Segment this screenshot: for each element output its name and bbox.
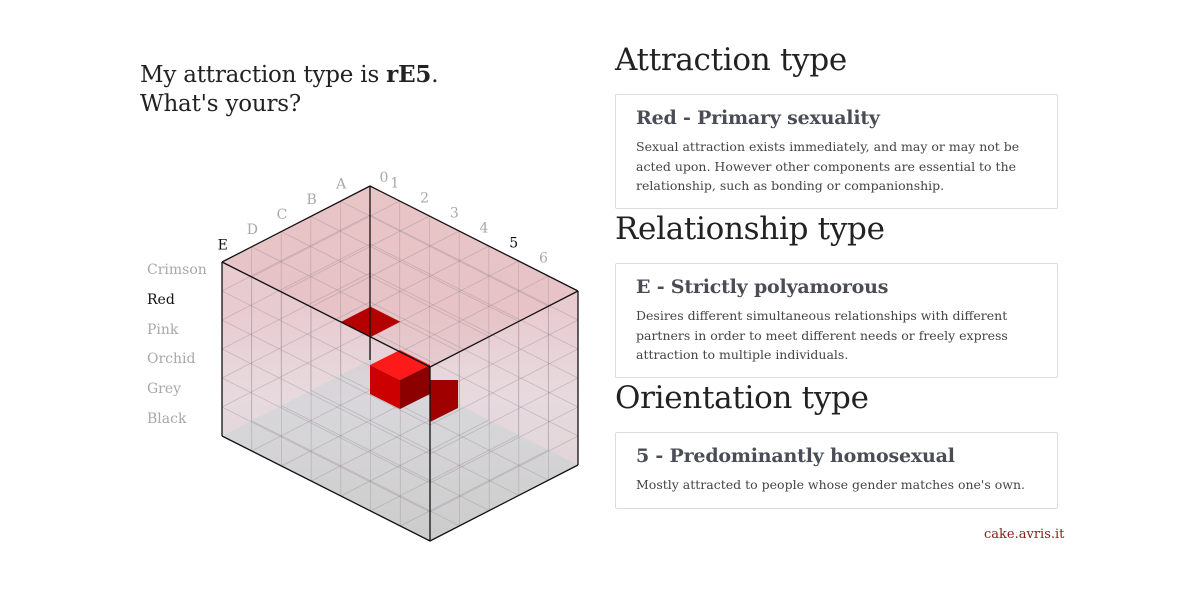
- grid-line: [340, 200, 549, 307]
- orientation-type-title: 5 - Predominantly homosexual: [636, 445, 955, 467]
- attraction-type-description: Sexual attraction exists immediately, an…: [636, 139, 1020, 193]
- selected-cell-left: [370, 365, 400, 409]
- grid-line: [340, 419, 490, 497]
- cube-top-face: [222, 186, 578, 367]
- grid-line: [281, 231, 490, 337]
- grid-line: [310, 216, 519, 322]
- cube-axis-labels: A B C D E 0 1 2 3 4 5 6: [218, 170, 548, 267]
- headline-line-1: My attraction type is rE5.: [140, 60, 439, 90]
- footer-link[interactable]: cake.avris.it: [984, 527, 1065, 542]
- relationship-type-title: E - Strictly polyamorous: [636, 276, 889, 298]
- number-label-5: 5: [509, 236, 518, 252]
- attraction-type-card: Red - Primary sexuality Sexual attractio…: [615, 94, 1058, 209]
- relationship-type-card: E - Strictly polyamorous Desires differe…: [615, 263, 1058, 378]
- letter-label-e: E: [218, 237, 228, 253]
- number-label-4: 4: [480, 221, 489, 237]
- grid-line: [400, 449, 549, 527]
- attraction-type-heading: Attraction type: [615, 42, 847, 78]
- letter-label-d: D: [247, 222, 258, 238]
- grid-line: [251, 420, 460, 527]
- number-label-2: 2: [420, 191, 429, 207]
- grid-line: [310, 230, 460, 308]
- grid-line: [400, 275, 549, 353]
- cube-back-left-wall: [222, 186, 370, 436]
- number-label-6: 6: [539, 251, 548, 267]
- relationship-type-description: Desires different simultaneous relations…: [636, 308, 1008, 362]
- color-label-pink: Pink: [147, 321, 179, 338]
- orientation-type-card: 5 - Predominantly homosexual Mostly attr…: [615, 432, 1058, 509]
- grid-line: [251, 200, 400, 278]
- letter-label-a: A: [335, 177, 347, 193]
- cube-diagram: A B C D E 0 1 2 3 4 5 6: [218, 170, 579, 542]
- headline-line-2: What's yours?: [140, 91, 302, 117]
- selection-right-shadow: [430, 380, 458, 422]
- grid-line: [370, 434, 519, 512]
- orientation-type-description: Mostly attracted to people whose gender …: [636, 477, 1026, 492]
- attraction-code: rE5: [386, 61, 432, 88]
- headline-prefix: My attraction type is: [140, 62, 387, 88]
- headline-suffix: .: [431, 62, 439, 88]
- cube-back-right-wall: [370, 186, 578, 465]
- cube-selection: [340, 306, 458, 422]
- grid-line: [310, 390, 519, 496]
- attraction-type-title: Red - Primary sexuality: [636, 107, 880, 129]
- number-label-1: 1: [390, 176, 399, 192]
- orientation-type-heading: Orientation type: [615, 380, 869, 416]
- color-axis-labels: Crimson Red Pink Orchid Grey Black: [147, 259, 207, 438]
- number-label-3: 3: [450, 206, 459, 222]
- grid-line: [281, 215, 430, 293]
- selected-cell-right: [400, 365, 430, 409]
- letter-label-c: C: [277, 207, 288, 223]
- relationship-type-heading: Relationship type: [615, 211, 885, 247]
- color-label-red: Red: [147, 291, 175, 308]
- headline: My attraction type is rE5. What's yours?: [140, 60, 439, 119]
- color-label-black: Black: [147, 410, 187, 427]
- color-label-grey: Grey: [147, 381, 182, 398]
- color-label-orchid: Orchid: [147, 351, 196, 368]
- number-label-0: 0: [380, 170, 389, 186]
- cube-shading: [222, 186, 578, 541]
- letter-label-b: B: [306, 192, 316, 208]
- cube-floor: [222, 360, 578, 541]
- color-label-crimson: Crimson: [147, 262, 207, 278]
- cube-edges: [221, 185, 579, 542]
- edge-bottom-front: [221, 435, 579, 542]
- grid-line: [251, 246, 460, 353]
- grid-line: [281, 405, 490, 511]
- grid-line: [340, 245, 490, 323]
